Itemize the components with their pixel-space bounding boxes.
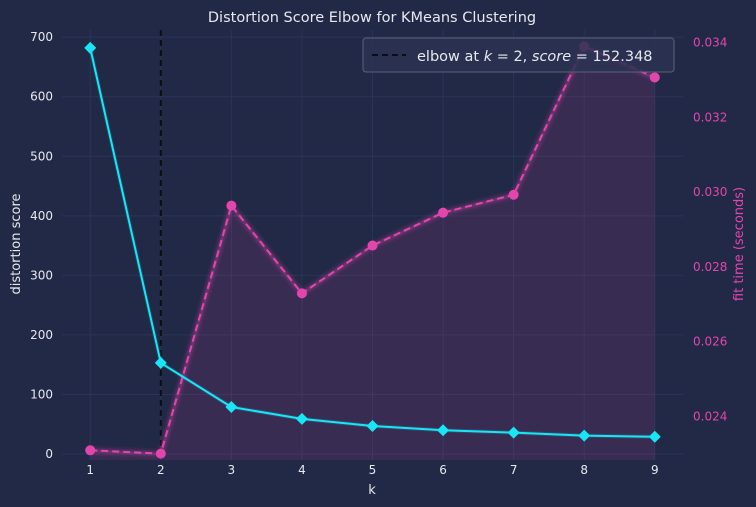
fit-time-point: [649, 72, 660, 83]
y2-tick-label: 0.028: [693, 260, 727, 274]
legend-box: [362, 37, 675, 73]
fit-time-point: [226, 200, 237, 211]
fit-time-point: [155, 448, 166, 459]
fit-time-point: [296, 288, 307, 299]
fit-time-area-fill: [90, 46, 655, 461]
distortion-series: [84, 41, 661, 443]
x-tick-label: 4: [298, 463, 306, 477]
y2-tick-label: 0.024: [693, 409, 727, 423]
y2-tick-label: 0.032: [693, 110, 727, 124]
y-tick-label: 200: [30, 328, 53, 342]
chart-title: Distortion Score Elbow for KMeans Cluste…: [208, 10, 536, 26]
distortion-point: [154, 356, 167, 369]
legend-score-value: = 152.348: [571, 49, 652, 65]
legend-k-value: = 2,: [492, 49, 532, 65]
y-tick-label: 400: [30, 209, 53, 223]
distortion-point: [507, 426, 520, 439]
distortion-point: [648, 430, 661, 443]
legend-prefix: elbow at: [417, 49, 484, 65]
y-tick-label: 300: [30, 268, 53, 282]
x-tick-label: 6: [439, 463, 447, 477]
x-tick-label: 8: [580, 463, 588, 477]
fit-time-point: [508, 189, 519, 200]
legend-label: elbow at k = 2, score = 152.348: [417, 49, 653, 65]
x-tick-label: 7: [510, 463, 518, 477]
fit-time-line: [90, 45, 656, 455]
grid: [62, 30, 683, 460]
distortion-point: [295, 412, 308, 425]
y2-axis-label: fit time (seconds): [732, 187, 747, 301]
y-tick-label: 700: [30, 30, 53, 44]
y2-tick-label: 0.034: [693, 36, 727, 50]
legend-score-word: score: [532, 49, 571, 65]
x-tick-label: 1: [86, 463, 94, 477]
y-tick-label: 0: [45, 447, 53, 461]
y-tick-label: 500: [30, 149, 53, 163]
legend-k: k: [484, 49, 493, 65]
fit-time-point: [367, 240, 378, 251]
y-axis-label: distortion score: [9, 194, 24, 295]
tick-labels: 1 2 3 4 5 6 7 8 9 0 100 200 300 400 500 600 700 0.024 0.02…: [30, 30, 727, 477]
distortion-point: [437, 424, 450, 437]
x-tick-label: 3: [228, 463, 236, 477]
x-tick-label: 2: [157, 463, 165, 477]
x-axis-label: k: [368, 483, 376, 498]
legend: elbow at k = 2, score = 152.348: [362, 37, 675, 73]
y2-tick-label: 0.026: [693, 335, 727, 349]
x-tick-label: 5: [369, 463, 377, 477]
fit-time-series: [85, 41, 660, 459]
distortion-point: [578, 429, 591, 442]
y-tick-label: 100: [30, 387, 53, 401]
distortion-point: [366, 420, 379, 433]
y-tick-label: 600: [30, 90, 53, 104]
fit-time-point: [85, 445, 96, 456]
distortion-point: [225, 400, 238, 413]
x-tick-label: 9: [651, 463, 659, 477]
fit-time-point: [438, 207, 449, 218]
distortion-point: [84, 41, 97, 54]
fit-time-area: [90, 46, 655, 461]
y2-tick-label: 0.030: [693, 185, 727, 199]
